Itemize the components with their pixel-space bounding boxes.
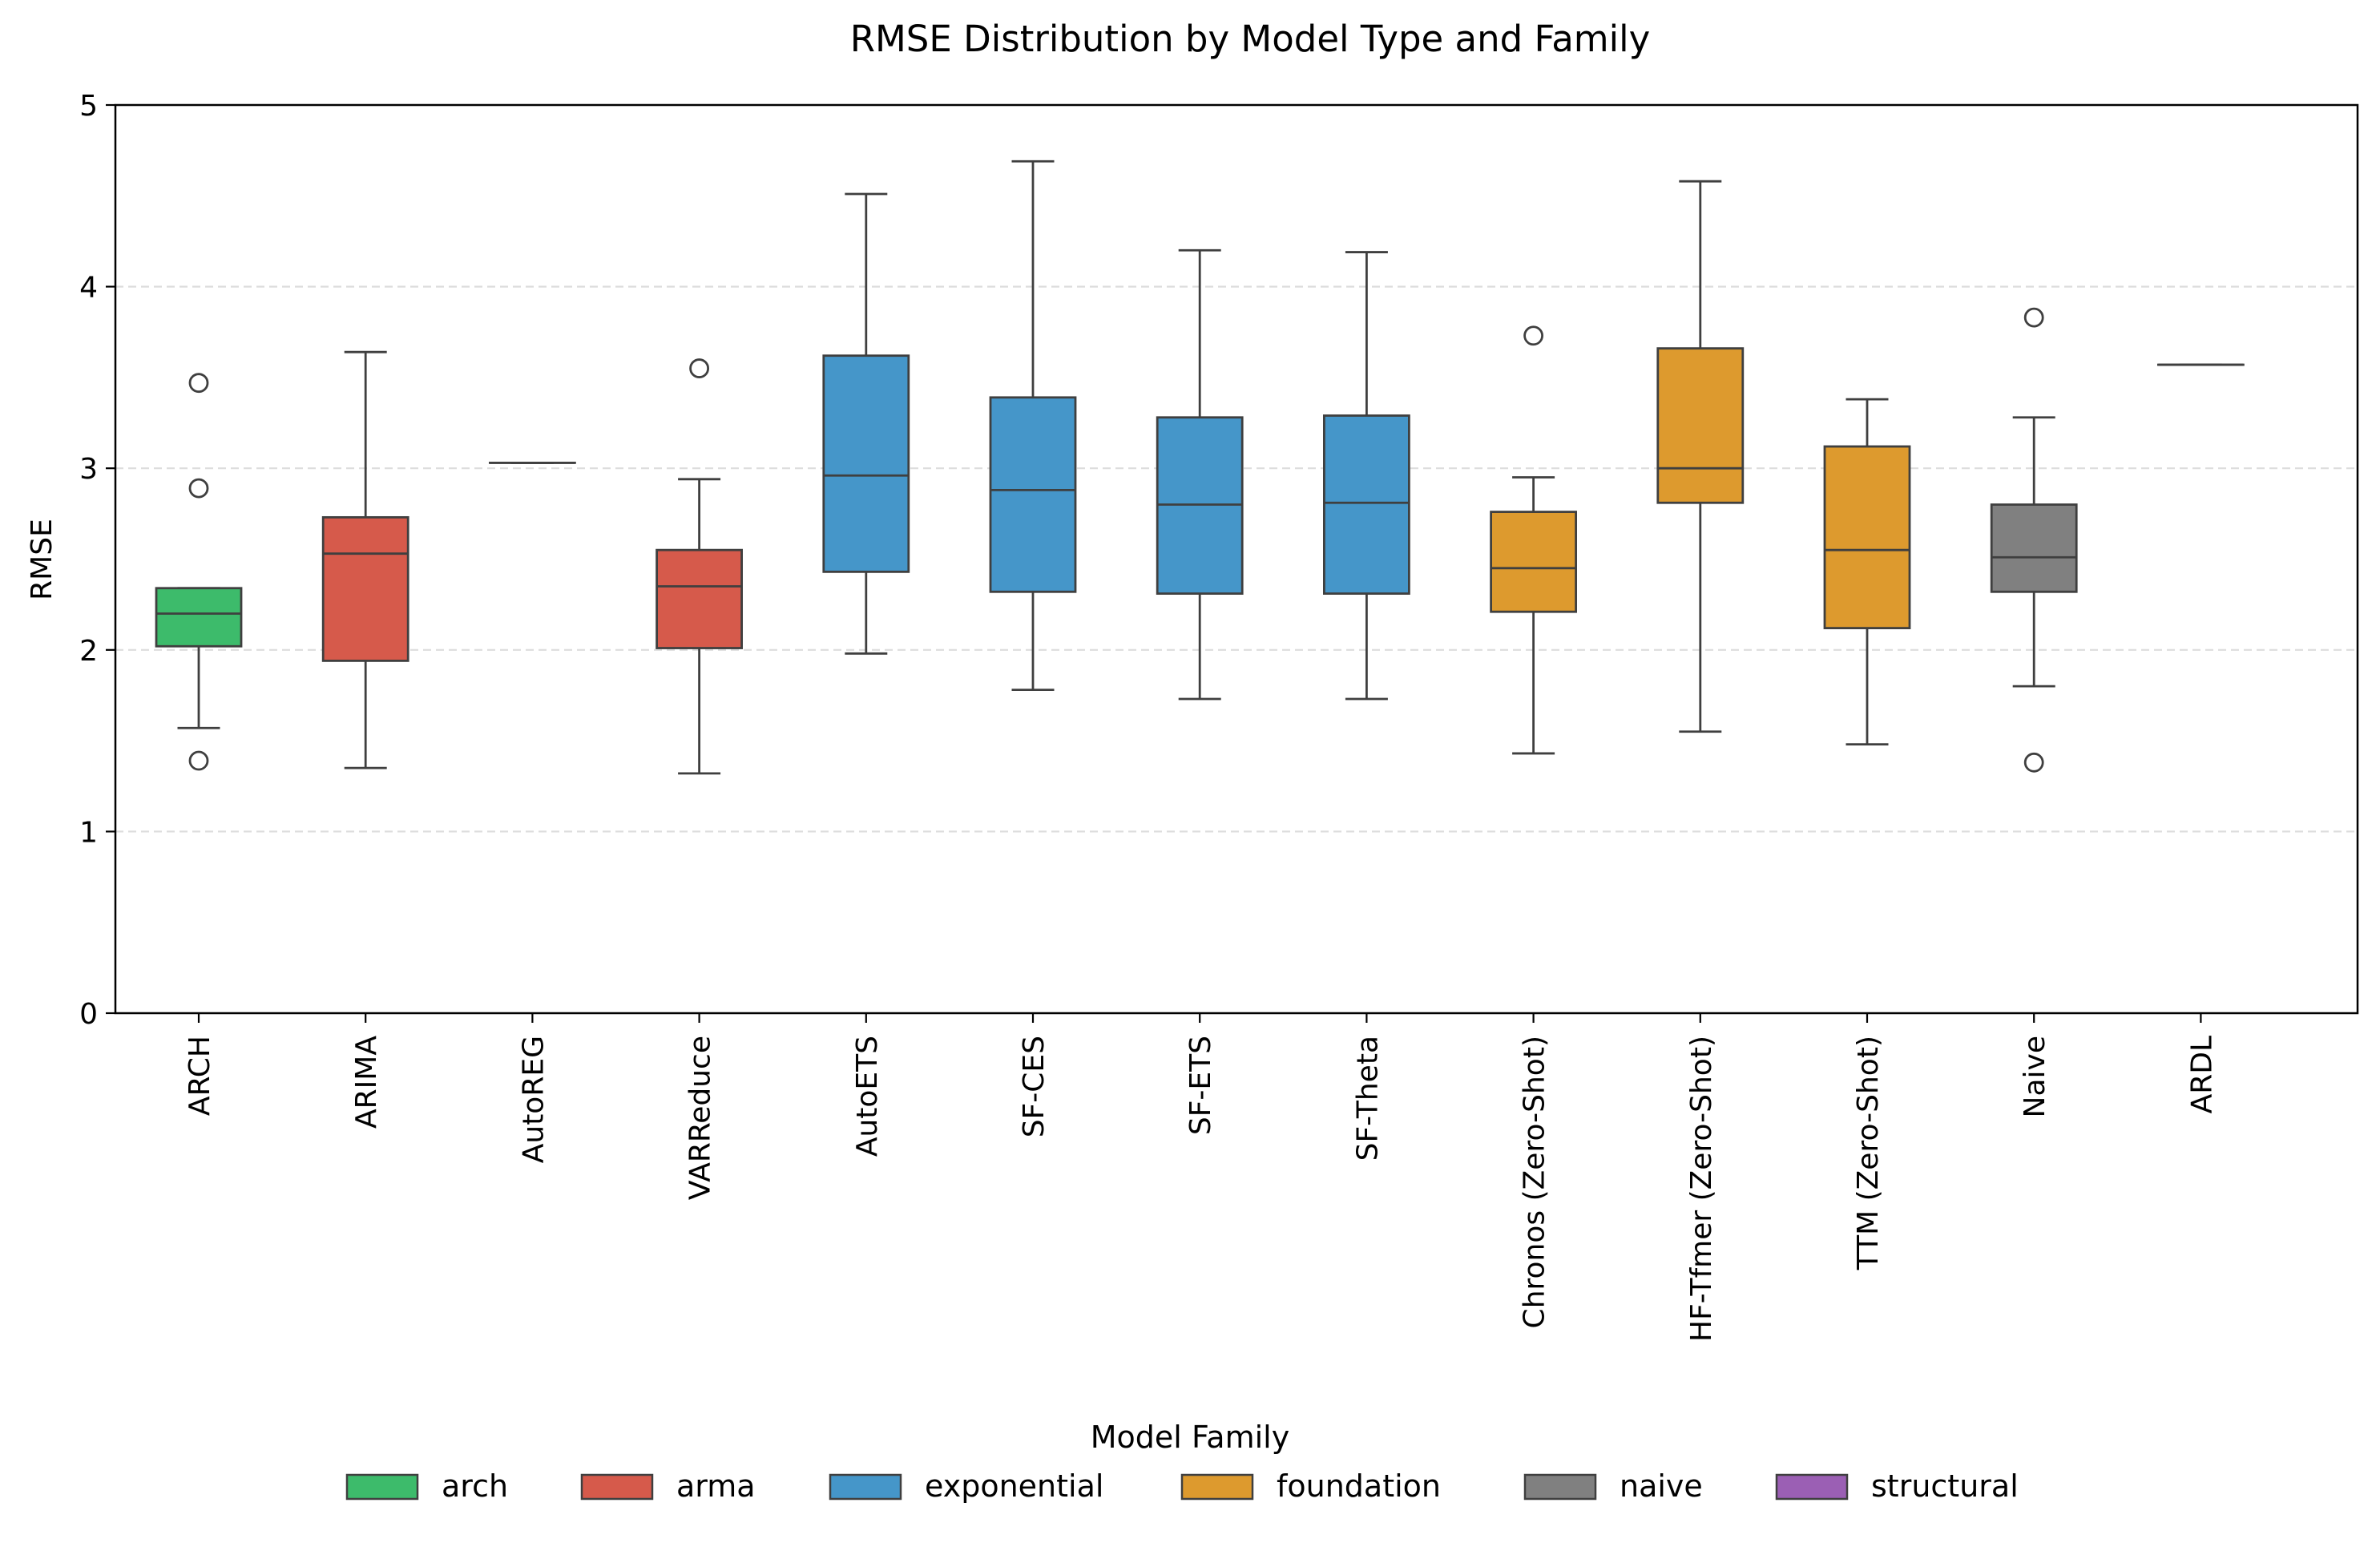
legend-item-arch: arch bbox=[345, 1468, 508, 1504]
box-naive bbox=[1990, 307, 2078, 773]
legend-item-exponential: exponential bbox=[829, 1468, 1103, 1504]
legend-label: arch bbox=[442, 1468, 508, 1504]
y-tick-label: 0 bbox=[79, 998, 98, 1031]
legend-item-foundation: foundation bbox=[1180, 1468, 1441, 1504]
legend-label: arma bbox=[676, 1468, 756, 1504]
box-iqr bbox=[1990, 503, 2078, 593]
outlier-point bbox=[188, 478, 209, 499]
x-tick-label: SF-CES bbox=[1018, 1036, 1051, 1137]
legend-item-structural: structural bbox=[1775, 1468, 2019, 1504]
y-tick-label: 4 bbox=[79, 272, 98, 305]
y-axis-label: RMSE bbox=[26, 519, 58, 600]
outlier-point bbox=[1523, 325, 1543, 346]
y-axis: 0 1 2 3 4 5 bbox=[79, 90, 115, 1031]
outlier-point bbox=[2023, 752, 2044, 773]
legend-item-naive: naive bbox=[1523, 1468, 1703, 1504]
x-tick-label: Naive bbox=[2019, 1036, 2051, 1117]
box-sf-ets bbox=[1156, 248, 1244, 701]
y-tick-label: 5 bbox=[79, 90, 98, 123]
legend-swatch bbox=[829, 1473, 902, 1501]
legend-item-arma: arma bbox=[580, 1468, 756, 1504]
legend-swatch bbox=[1180, 1473, 1254, 1501]
legend-label: exponential bbox=[925, 1468, 1103, 1504]
x-tick-label: SF-Theta bbox=[1351, 1036, 1384, 1161]
x-tick-label: TTM (Zero-Shot) bbox=[1852, 1036, 1885, 1270]
x-tick-label: VARReduce bbox=[684, 1036, 717, 1200]
legend-swatch bbox=[580, 1473, 654, 1501]
x-tick-label: Chronos (Zero-Shot) bbox=[1519, 1036, 1551, 1328]
x-tick-label: ARIMA bbox=[350, 1036, 383, 1129]
box-arch bbox=[155, 373, 243, 771]
box-sf-ces bbox=[989, 160, 1077, 692]
x-tick-label: SF-ETS bbox=[1184, 1036, 1217, 1135]
box-chronos-zero-shot- bbox=[1490, 325, 1577, 755]
legend-label: naive bbox=[1620, 1468, 1703, 1504]
outlier-point bbox=[188, 373, 209, 394]
legend-title: Model Family bbox=[1091, 1420, 1289, 1455]
box-iqr bbox=[155, 587, 243, 648]
x-axis: ARCH ARIMA AutoREG VARReduce AutoETS SF-CES SF… bbox=[184, 1013, 2218, 1342]
x-tick-label: HF-Tfmer (Zero-Shot) bbox=[1685, 1036, 1718, 1342]
box-iqr bbox=[1656, 347, 1745, 504]
chart-title: RMSE Distribution by Model Type and Fami… bbox=[850, 18, 1651, 60]
y-tick-label: 2 bbox=[79, 635, 98, 668]
y-tick-label: 3 bbox=[79, 453, 98, 486]
legend-swatch bbox=[345, 1473, 419, 1501]
outlier-point bbox=[689, 358, 709, 378]
box-sf-theta bbox=[1323, 251, 1410, 701]
x-tick-label: AutoETS bbox=[851, 1036, 884, 1157]
box-iqr bbox=[989, 396, 1077, 593]
outlier-point bbox=[188, 750, 209, 771]
y-tick-label: 1 bbox=[79, 816, 98, 849]
x-tick-label: AutoREG bbox=[517, 1036, 550, 1163]
legend-swatch bbox=[1775, 1473, 1849, 1501]
x-tick-label: ARDL bbox=[2185, 1036, 2218, 1113]
box-hf-tfmer-zero-shot- bbox=[1656, 180, 1745, 733]
box-iqr bbox=[1490, 511, 1577, 613]
plot-frame bbox=[114, 103, 2359, 1015]
box-iqr bbox=[1823, 445, 1911, 630]
legend: arch arma exponential foundation naive struct… bbox=[345, 1468, 2019, 1504]
x-tick-label: ARCH bbox=[184, 1036, 216, 1116]
box-iqr bbox=[656, 548, 743, 649]
box-plots bbox=[155, 160, 2245, 775]
box-arima bbox=[321, 350, 409, 769]
legend-label: foundation bbox=[1277, 1468, 1441, 1504]
legend-label: structural bbox=[1871, 1468, 2019, 1504]
legend-swatch bbox=[1523, 1473, 1597, 1501]
box-ttm-zero-shot- bbox=[1823, 398, 1911, 746]
box-varreduce bbox=[656, 358, 743, 775]
box-iqr bbox=[321, 515, 409, 662]
box-autoets bbox=[822, 192, 910, 655]
box-iqr bbox=[822, 354, 910, 573]
outlier-point bbox=[2023, 307, 2044, 328]
box-iqr bbox=[1323, 414, 1410, 595]
